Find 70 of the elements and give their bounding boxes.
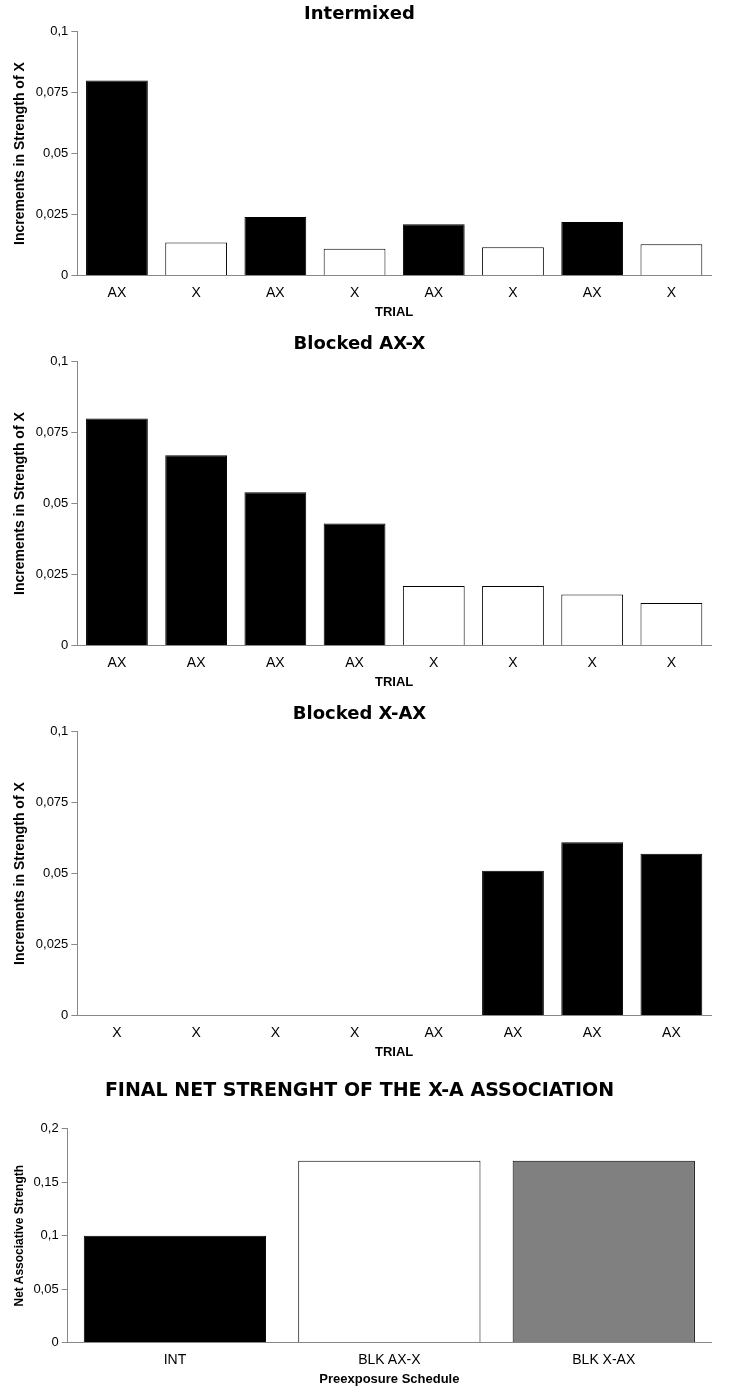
- bar: [86, 80, 148, 276]
- x-tick-label: X: [508, 653, 519, 670]
- x-tick-label: AX: [345, 653, 365, 670]
- y-tick-label: 0,05: [43, 495, 69, 511]
- x-tick-label: AX: [424, 283, 444, 300]
- x-tick-label: BLK X-AX: [572, 1350, 636, 1367]
- chart-title: Intermixed: [304, 2, 415, 24]
- chart-title: Blocked AX-X: [293, 332, 426, 354]
- y-tick-label: 0,025: [35, 206, 69, 222]
- x-tick-label: AX: [107, 283, 127, 300]
- y-tick-label: 0,075: [35, 84, 69, 100]
- y-tick-label: 0,05: [43, 865, 69, 881]
- y-tick-label: 0,05: [33, 1280, 59, 1296]
- y-tick-label: 0,1: [40, 1227, 59, 1243]
- x-tick-label: X: [666, 283, 677, 300]
- y-tick-label: 0,025: [35, 566, 69, 582]
- x-tick-label: X: [508, 283, 519, 300]
- bar: [640, 853, 703, 1016]
- x-tick-label: AX: [662, 1023, 682, 1040]
- y-tick-label: 0,1: [50, 723, 69, 739]
- bar: [244, 217, 307, 276]
- x-tick-label: X: [270, 1023, 281, 1040]
- y-tick-label: 0,2: [40, 1120, 59, 1136]
- y-tick-label: 0,15: [33, 1173, 59, 1189]
- x-tick-label: X: [112, 1023, 123, 1040]
- x-axis-title: TRIAL: [375, 673, 414, 689]
- x-tick-label: AX: [582, 1023, 603, 1040]
- y-tick-label: 0,075: [35, 794, 69, 810]
- bar: [323, 523, 386, 646]
- x-tick-label: X: [191, 283, 202, 300]
- x-tick-label: X: [349, 1023, 360, 1040]
- y-tick-label: 0: [51, 1334, 59, 1350]
- bar: [561, 842, 624, 1016]
- y-axis-title: Net Associative Strength: [11, 1164, 26, 1307]
- x-axis-title: TRIAL: [375, 1043, 414, 1059]
- bar: [165, 455, 228, 646]
- x-tick-label: AX: [266, 653, 286, 670]
- y-axis-title: Increments in Strength of X: [11, 781, 28, 966]
- x-tick-label: AX: [107, 653, 127, 670]
- x-tick-label: INT: [163, 1350, 187, 1367]
- y-tick-label: 0: [61, 637, 69, 653]
- x-axis-title: TRIAL: [375, 303, 414, 319]
- x-tick-label: AX: [186, 653, 207, 670]
- y-tick-label: 0: [61, 1007, 69, 1023]
- x-tick-label: AX: [503, 1023, 523, 1040]
- y-axis-title: Increments in Strength of X: [11, 61, 28, 246]
- y-tick-label: 0,05: [43, 145, 69, 161]
- y-tick-label: 0,075: [35, 424, 69, 440]
- x-tick-label: X: [666, 653, 677, 670]
- x-axis-title: Preexposure Schedule: [319, 1370, 460, 1386]
- x-tick-label: X: [429, 653, 440, 670]
- y-tick-label: 0,025: [35, 936, 69, 952]
- bar: [86, 418, 148, 646]
- x-tick-label: BLK AX-X: [358, 1350, 422, 1367]
- y-tick-label: 0: [61, 267, 69, 283]
- x-tick-label: AX: [266, 283, 286, 300]
- bar: [244, 492, 307, 646]
- x-tick-label: AX: [424, 1023, 444, 1040]
- y-tick-label: 0,1: [50, 353, 69, 369]
- bar: [482, 870, 544, 1016]
- x-tick-label: X: [191, 1023, 202, 1040]
- x-tick-label: X: [587, 653, 598, 670]
- x-tick-label: AX: [582, 283, 603, 300]
- y-axis-title: Increments in Strength of X: [11, 411, 28, 596]
- x-tick-label: X: [349, 283, 360, 300]
- chart-title: Blocked X-AX: [292, 702, 427, 724]
- chart-title: FINAL NET STRENGHT OF THE X-A ASSOCIATION: [104, 1078, 615, 1101]
- bar: [402, 224, 465, 276]
- bar: [561, 221, 624, 276]
- y-tick-label: 0,1: [50, 23, 69, 39]
